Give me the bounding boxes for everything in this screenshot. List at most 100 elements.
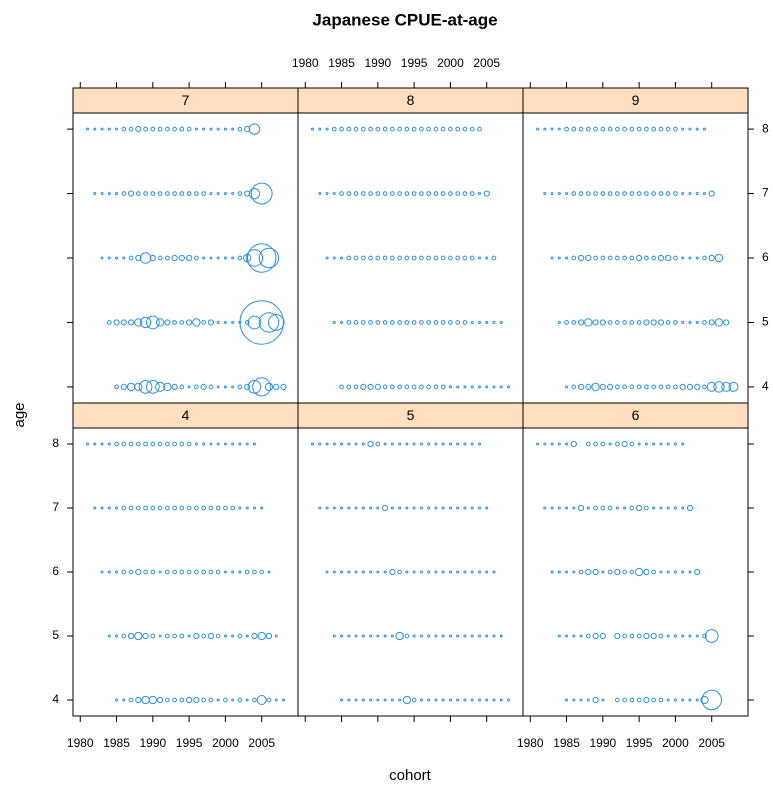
bubble — [223, 697, 228, 703]
bubble — [374, 383, 381, 390]
bubble — [694, 568, 701, 576]
y-tick-label: 4 — [762, 379, 769, 393]
bubble — [216, 698, 220, 702]
bubble — [325, 256, 329, 260]
bubble — [135, 696, 142, 704]
bubble — [462, 191, 468, 196]
bubble — [643, 632, 650, 640]
bubble — [577, 383, 585, 390]
bubble — [600, 505, 606, 511]
bubble — [231, 320, 235, 324]
bubble — [577, 319, 585, 326]
bubble — [681, 570, 685, 574]
bubble — [440, 384, 446, 390]
bubble — [209, 127, 213, 131]
bubble — [107, 442, 111, 446]
bubble — [695, 256, 699, 260]
bubble — [411, 191, 417, 196]
bubble — [565, 385, 569, 389]
bubble — [115, 506, 119, 510]
bubble — [673, 255, 678, 261]
bubble — [565, 192, 569, 196]
bubble — [143, 569, 148, 575]
x-tick-label: 2000 — [437, 56, 464, 70]
bubble — [499, 634, 503, 638]
bubble — [237, 126, 243, 132]
bubble — [441, 442, 445, 446]
bubble — [114, 441, 119, 447]
bubble — [695, 320, 699, 324]
bubble — [622, 191, 627, 196]
bubble — [193, 696, 200, 704]
bubble — [332, 192, 336, 196]
bubble — [127, 190, 135, 197]
bubble — [557, 634, 561, 638]
bubble — [557, 256, 561, 260]
y-tick-label: 4 — [52, 692, 59, 706]
bubble — [665, 320, 671, 325]
bubble — [135, 191, 141, 196]
bubble — [209, 192, 213, 196]
bubble — [376, 698, 380, 702]
bubble — [237, 633, 243, 639]
bubble — [599, 319, 606, 326]
bubble — [194, 127, 198, 131]
bubble — [636, 126, 642, 132]
x-tick-label: 1995 — [176, 736, 203, 750]
bubble — [557, 570, 561, 574]
bubble — [252, 697, 257, 703]
bubble — [433, 384, 439, 390]
bubble — [157, 126, 163, 132]
bubble — [361, 442, 365, 446]
bubble — [593, 505, 598, 511]
bubble — [375, 320, 381, 325]
bubble — [346, 191, 352, 196]
bubble — [615, 506, 619, 510]
bubble — [252, 442, 256, 446]
bubble — [557, 506, 561, 510]
bubble — [207, 632, 215, 640]
bubble — [448, 698, 452, 702]
panel-label: 8 — [407, 92, 415, 108]
y-tick-label: 8 — [762, 121, 769, 135]
bubble — [427, 634, 431, 638]
bubble — [259, 569, 265, 575]
bubble — [369, 506, 373, 510]
bubble — [636, 633, 642, 639]
bubble — [651, 191, 656, 196]
bubble — [397, 569, 402, 575]
bubble — [411, 697, 417, 703]
bubble — [702, 384, 707, 390]
bubble — [165, 126, 170, 132]
bubble — [332, 506, 336, 510]
bubble — [150, 191, 156, 196]
bubble — [280, 383, 287, 390]
bubble — [441, 634, 445, 638]
bubble — [375, 255, 381, 261]
bubble — [121, 191, 127, 196]
bubble — [615, 320, 620, 325]
bubble — [208, 697, 214, 703]
bubble — [164, 319, 171, 326]
bubble — [397, 255, 402, 261]
panel-label: 4 — [182, 407, 190, 423]
bubble — [557, 320, 561, 324]
bubble — [171, 383, 178, 390]
bubble — [200, 383, 207, 390]
bubble — [120, 319, 127, 326]
bubble — [250, 182, 273, 205]
x-tick-label: 2000 — [212, 736, 239, 750]
bubble — [107, 127, 111, 131]
bubble — [666, 570, 670, 574]
bubble — [708, 319, 715, 326]
bubble — [331, 126, 337, 132]
bubble — [134, 318, 143, 327]
bubble — [223, 127, 227, 131]
bubble — [238, 442, 242, 446]
bubble — [688, 320, 692, 324]
bubble — [636, 191, 642, 196]
bubble — [456, 442, 460, 446]
bubble — [115, 192, 119, 196]
bubble — [368, 126, 373, 132]
bubble — [615, 191, 620, 196]
